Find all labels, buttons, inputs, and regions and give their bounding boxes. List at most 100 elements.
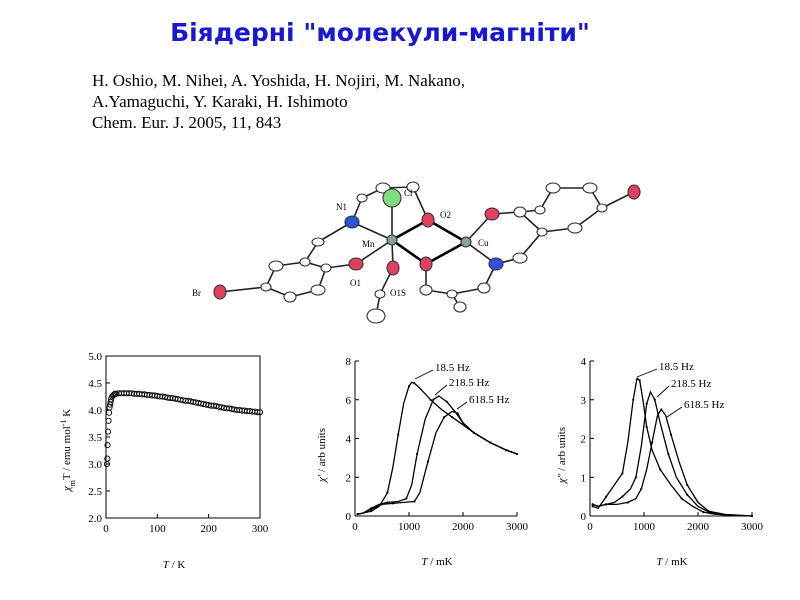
y-tick-label: 4.0 [88,405,102,417]
plot-frame [105,355,261,519]
chart2-ylabel-var: χ' [316,474,328,483]
data-point [605,503,608,506]
x-tick-label: 0 [103,523,109,535]
atom-label-cl: Cl [404,188,413,198]
x-tick-label: 1000 [398,521,421,533]
data-point [605,495,608,498]
y-tick-label: 5.0 [88,351,102,363]
data-point [653,398,656,401]
chart2-legend: 18.5 Hz 218.5 Hz 618.5 Hz [414,362,509,410]
data-point [416,452,419,456]
data-point [686,483,689,487]
chart3-xlabel: T / mK [656,556,687,568]
chart2-xlabel-unit: / mK [428,556,453,568]
y-tick-label: 1 [581,472,587,484]
x-tick-label: 2000 [452,521,475,533]
x-tick-label: 100 [149,523,166,535]
x-tick-label: 3000 [506,521,529,533]
x-tick-label: 0 [587,521,593,533]
y-tick-label: 2 [346,472,352,484]
structure-atoms [213,181,641,324]
atom-label-o1: O1 [350,278,361,288]
data-point [413,500,416,503]
series-line [592,408,753,517]
legend-label: 18.5 Hz [659,361,694,373]
y-tick-label: 2.0 [88,513,102,525]
legend-label: 218.5 Hz [671,378,711,390]
chart1-tick-labels: 0 100 200 300 2.0 2.5 3.0 3.5 4.0 4.5 5.0 [88,351,269,535]
citation-journal: Chem. Eur. J. 2005, 11, 843 [92,113,282,132]
data-point [702,511,705,514]
data-point [680,497,683,500]
chart2-tick-labels: 0 1000 2000 3000 0 2 4 6 8 [346,356,529,533]
legend-label: 618.5 Hz [469,394,509,406]
data-point [105,417,112,424]
atom-label-mn: Mn [362,239,375,249]
data-point [621,472,624,475]
y-tick-label: 0 [346,511,352,523]
structure-bonds [219,186,635,317]
data-point [405,497,408,500]
data-point [429,398,432,401]
x-tick-label: 2000 [687,521,710,533]
citation-authors: H. Oshio, M. Nihei, A. Yoshida, H. Nojir… [92,71,466,90]
series-line [592,390,753,517]
series-line [592,377,753,517]
chart1-marks [103,390,264,468]
legend-leader [636,368,658,378]
core-bonds [391,218,467,266]
data-point [256,409,264,416]
chart3-ylabel: χ" / arb units [556,427,568,484]
chart1-ylabel-sup: -1 [59,420,68,427]
data-point [456,412,459,415]
atom-label-o1s: O1S [390,288,406,298]
data-point [667,452,670,456]
data-point [397,433,400,436]
data-point [386,501,389,504]
y-tick-label: 3 [581,395,587,407]
data-point [472,431,475,434]
y-tick-label: 6 [346,395,352,407]
legend-leader [656,385,670,398]
chart-chi-double-prime-vs-t: 0 1000 2000 3000 0 1 2 3 4 18.5 Hz 218.5 Hz 618.5 … [556,356,764,568]
chart2-ylabel-unit: / arb units [316,428,328,475]
chart3-xlabel-var: T [656,556,663,568]
chart3-xlabel-unit: / mK [663,556,688,568]
y-tick-label: 0 [581,511,587,523]
chart2-xlabel-var: T [421,556,428,568]
data-point [386,491,389,494]
x-tick-label: 300 [252,523,269,535]
chart1-axes [105,355,261,519]
citation-block: H. Oshio, M. Nihei, A. Yoshida, H. Nojir… [92,70,465,133]
chart1-ylabel-end: K [61,409,73,420]
chart3-legend: 18.5 Hz 218.5 Hz 618.5 Hz [636,361,724,418]
citation-authors-cont: A.Yamaguchi, Y. Karaki, H. Ishimoto [92,92,348,111]
data-point [638,379,641,382]
data-point [443,416,446,419]
data-point [659,468,662,471]
chart1-xlabel: T / K [163,559,186,571]
data-point [686,493,689,496]
data-point [407,385,411,388]
legend-label: 618.5 Hz [684,399,724,411]
data-point [626,501,629,504]
data-point [645,402,648,405]
chart1-ylabel-rest: T / emu mol [61,426,73,480]
data-point [445,400,448,403]
data-point [432,398,435,401]
chart3-marks [591,377,754,518]
chart1-ylabel-chi: χ [61,485,73,492]
chart2-ylabel: χ' / arb units [316,428,328,483]
data-point [660,408,663,411]
chart2-axes [354,360,518,517]
chart-chimt-vs-t: 0 100 200 300 2.0 2.5 3.0 3.5 4.0 4.5 5.0 χmT / em… [59,351,269,571]
data-point [105,428,112,435]
data-point [104,442,111,449]
data-point [621,495,624,498]
data-point [391,502,394,505]
y-tick-label: 4 [346,434,352,446]
data-point [107,398,114,405]
data-point [591,503,594,506]
data-point [451,416,454,419]
data-point [750,514,754,518]
